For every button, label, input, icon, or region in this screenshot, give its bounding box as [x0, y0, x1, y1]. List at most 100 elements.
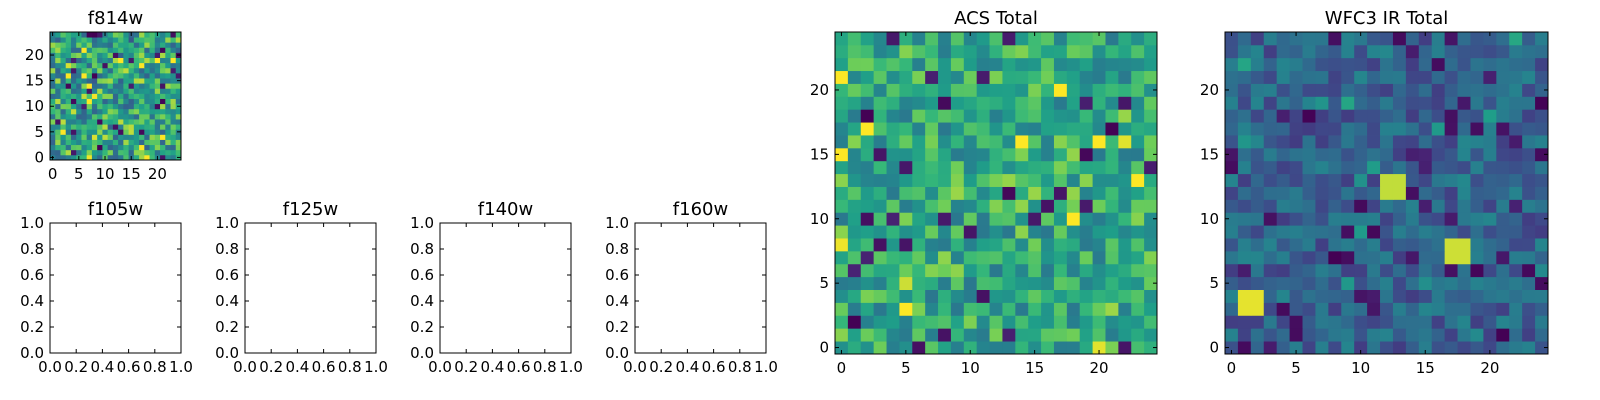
- heatmap-cell: [1053, 186, 1068, 200]
- heatmap-cell: [76, 72, 82, 79]
- heatmap-cell: [60, 119, 67, 125]
- heatmap-cell: [165, 32, 171, 38]
- heatmap-cell: [950, 44, 965, 59]
- heatmap-cell: [1522, 147, 1536, 162]
- heatmap-cell: [1276, 57, 1290, 72]
- heatmap-cell: [55, 88, 61, 94]
- heatmap-cell: [1015, 186, 1029, 200]
- heatmap-cell: [50, 67, 56, 74]
- heatmap-cell: [1392, 289, 1407, 303]
- heatmap-cell: [886, 263, 900, 278]
- heatmap-cell: [1118, 160, 1132, 175]
- heatmap-cell: [1131, 70, 1145, 84]
- heatmap-cell: [1392, 302, 1407, 316]
- heatmap-cell: [989, 276, 1003, 290]
- heatmap-cell: [886, 160, 900, 175]
- heatmap-cell: [1144, 57, 1158, 72]
- heatmap-cell: [1444, 289, 1458, 303]
- heatmap-cell: [133, 149, 140, 156]
- heatmap-cell: [170, 129, 177, 135]
- heatmap-cell: [1276, 263, 1290, 278]
- heatmap-cell: [86, 32, 93, 38]
- heatmap-cell: [112, 144, 119, 151]
- heatmap-cell: [1118, 135, 1132, 149]
- heatmap-cell: [1457, 276, 1471, 290]
- heatmap-cell: [1328, 135, 1342, 149]
- heatmap-cell: [1250, 225, 1265, 239]
- heatmap-cell: [107, 62, 114, 69]
- heatmap-cell: [963, 32, 978, 46]
- heatmap-cell: [950, 173, 965, 187]
- heatmap-cell: [1079, 225, 1093, 239]
- heatmap-cell: [1225, 135, 1239, 149]
- heatmap-cell: [989, 186, 1003, 200]
- heatmap-cell: [1444, 147, 1458, 162]
- heatmap-cell: [175, 42, 182, 48]
- heatmap-cell: [1237, 109, 1252, 123]
- heatmap-cell: [1302, 147, 1316, 162]
- heatmap-cell: [1483, 32, 1497, 46]
- heatmap-cell: [1315, 147, 1329, 162]
- heatmap-cell: [835, 341, 849, 355]
- heatmap-cell: [1483, 341, 1497, 355]
- heatmap-cell: [1276, 135, 1290, 149]
- heatmap-cell: [55, 78, 61, 84]
- heatmap-cell: [112, 113, 119, 120]
- heatmap-cell: [1418, 212, 1433, 226]
- heatmap-cell: [1131, 160, 1145, 175]
- heatmap-cell: [86, 134, 93, 140]
- heatmap-cell: [1092, 250, 1106, 265]
- x-tick-label: 0.4: [90, 358, 114, 376]
- heatmap-cell: [97, 149, 103, 156]
- heatmap-cell: [1470, 147, 1484, 162]
- heatmap-cell: [76, 57, 82, 64]
- heatmap-cell: [1276, 225, 1290, 239]
- heatmap-cell: [1341, 225, 1355, 239]
- heatmap-cell: [1263, 302, 1278, 316]
- heatmap-cell: [118, 32, 124, 38]
- heatmap-cell: [144, 42, 150, 48]
- y-tick-label: 15: [810, 145, 829, 163]
- heatmap-cell: [1535, 32, 1549, 46]
- heatmap-cell: [1105, 44, 1119, 59]
- heatmap-cell: [1002, 341, 1016, 355]
- heatmap-cell: [160, 108, 166, 115]
- heatmap-cell: [1302, 328, 1316, 342]
- heatmap-cell: [70, 134, 77, 140]
- heatmap-cell: [1263, 109, 1278, 123]
- heatmap-cell: [1289, 44, 1303, 59]
- heatmap-cell: [154, 113, 161, 120]
- heatmap-cell: [165, 119, 171, 125]
- heatmap-cell: [1418, 160, 1433, 175]
- heatmap-cell: [963, 186, 978, 200]
- heatmap-cell: [1144, 186, 1158, 200]
- heatmap-cell: [1079, 44, 1093, 59]
- heatmap-cell: [1015, 225, 1029, 239]
- heatmap-cell: [97, 57, 103, 64]
- heatmap-cell: [175, 37, 182, 43]
- heatmap-cell: [1289, 83, 1303, 97]
- heatmap-cell: [1380, 70, 1394, 84]
- heatmap-cell: [976, 212, 990, 226]
- heatmap-cell: [1522, 315, 1536, 329]
- heatmap-cell: [1250, 212, 1265, 226]
- heatmap-cell: [1431, 341, 1446, 355]
- heatmap-cell: [1144, 160, 1158, 175]
- heatmap-cell: [76, 149, 82, 156]
- heatmap-cell: [1053, 135, 1068, 149]
- heatmap-cell: [1131, 186, 1145, 200]
- heatmap-cell: [938, 96, 952, 110]
- heatmap-cell: [873, 289, 887, 303]
- heatmap-cell: [1444, 315, 1458, 329]
- heatmap-cell: [847, 212, 862, 226]
- heatmap-cell: [989, 83, 1003, 97]
- heatmap-cell: [50, 57, 56, 64]
- heatmap-cell: [133, 67, 140, 74]
- heatmap-cell: [886, 302, 900, 316]
- heatmap-cell: [1144, 135, 1158, 149]
- heatmap-cell: [899, 328, 913, 342]
- heatmap-cell: [1015, 173, 1029, 187]
- heatmap-cell: [1263, 341, 1278, 355]
- heatmap-cell: [950, 135, 965, 149]
- panel-title: WFC3 IR Total: [1325, 8, 1448, 29]
